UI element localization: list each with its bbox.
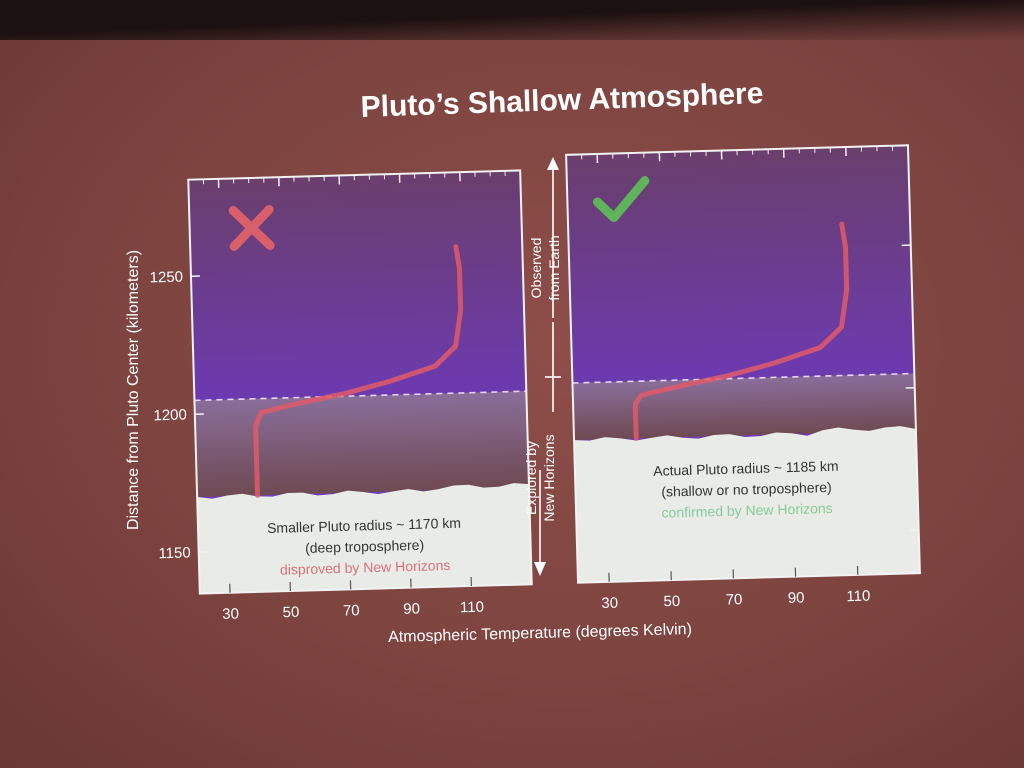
checkmark-icon [592, 176, 650, 223]
disproved-divide-line [194, 390, 527, 402]
disproved-annotation-line-2: (deep troposphere) [305, 537, 424, 556]
disproved-x-tick-label: 30 [222, 605, 239, 622]
confirmed-x-tick-label: 30 [601, 595, 618, 612]
confirmed-lower-atmosphere-region [572, 373, 916, 441]
side-arrow-down-head [534, 562, 546, 576]
side-arrow-up-head [547, 157, 559, 170]
confirmed-x-tick-label: 90 [788, 589, 805, 606]
disproved-x-tick-label: 70 [343, 602, 360, 619]
confirmed-x-tick-label: 50 [663, 593, 680, 610]
confirmed-x-tick-label: 70 [725, 591, 742, 608]
confirmed-annotation-line-1: Actual Pluto radius ~ 1185 km [653, 458, 839, 479]
disproved-y-tick-label: 1150 [158, 544, 191, 562]
slide-title: Pluto’s Shallow Atmosphere [360, 77, 764, 124]
side-label-explored-1: Explored by [523, 441, 539, 515]
disproved-annotation-line-1: Smaller Pluto radius ~ 1170 km [267, 515, 461, 536]
confirmed-divide-line [572, 372, 915, 384]
disproved-surface-ground [197, 483, 532, 594]
side-indicator: Observed from Earth Explored by New Hori… [523, 157, 562, 576]
y-axis-label-group: Distance from Pluto Center (kilometers) [125, 250, 142, 530]
side-label-explored-2: New Horizons [541, 434, 557, 521]
chart-panel-right: 30 50 70 90 110 Actual Pluto radius ~ 1185 km… [565, 144, 921, 612]
disproved-x-tick-label: 50 [282, 604, 299, 621]
chart-panel-left: 30 50 70 90 110 1150 1200 1250 Smaller Pluto rad… [149, 169, 533, 623]
cross-icon [229, 204, 274, 251]
disproved-x-tick-label: 90 [403, 600, 420, 617]
disproved-y-tick-label: 1200 [153, 406, 187, 424]
y-axis-label: Distance from Pluto Center (kilometers) [125, 250, 142, 530]
confirmed-annotation-line-3: confirmed by New Horizons [661, 500, 833, 521]
side-label-observed-1: Observed [528, 238, 544, 299]
disproved-x-tick-label: 110 [460, 599, 484, 617]
disproved-lower-atmosphere-region [194, 391, 530, 497]
x-axis-label: Atmospheric Temperature (degrees Kelvin) [388, 621, 692, 646]
side-label-observed-2: from Earth [546, 235, 562, 300]
disproved-annotation-line-3: disproved by New Horizons [280, 557, 451, 578]
confirmed-x-tick-label: 110 [846, 588, 870, 606]
confirmed-surface-ground [574, 426, 920, 583]
disproved-temperature-profile-line [253, 244, 464, 498]
slide-top-edge [0, 0, 1024, 40]
confirmed-annotation-line-2: (shallow or no troposphere) [661, 479, 832, 500]
disproved-y-tick-label: 1250 [149, 269, 183, 287]
confirmed-temperature-profile-line [632, 221, 850, 441]
